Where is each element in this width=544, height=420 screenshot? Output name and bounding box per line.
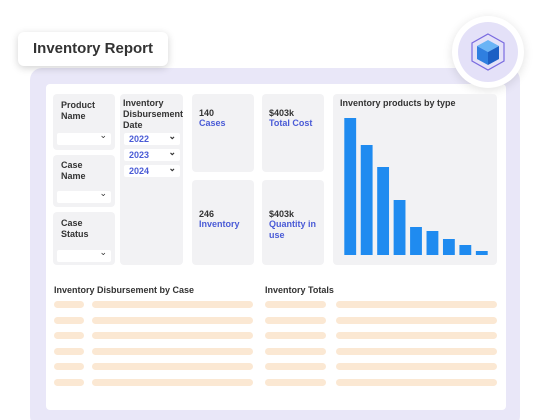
chart-card: Inventory products by type — [333, 94, 497, 265]
cube-icon — [458, 22, 518, 82]
year-option[interactable]: 2023 — [124, 146, 180, 161]
filter-label: Case Name — [61, 160, 86, 181]
placeholder-bar — [54, 301, 84, 308]
placeholder-bar — [265, 363, 326, 371]
kpi-card: $403k Total Cost — [262, 94, 324, 172]
kpi-value: 140 — [199, 108, 215, 118]
kpi-label: Cases — [199, 118, 226, 128]
placeholder-bar — [265, 379, 326, 386]
icon-badge — [452, 16, 524, 88]
placeholder-bar — [265, 332, 326, 340]
filter-label: Product Name — [61, 100, 96, 121]
placeholder-bar — [92, 363, 253, 371]
placeholder-bar — [265, 301, 326, 308]
kpi-label: Inventory — [199, 219, 240, 229]
kpi-value: $403k — [269, 108, 295, 118]
chart-title: Inventory products by type — [340, 98, 456, 108]
placeholder-bar — [54, 363, 84, 371]
kpi-value: 246 — [199, 209, 215, 219]
placeholder-bar — [336, 363, 497, 371]
filter-card: Case Name — [53, 155, 115, 207]
placeholder-bar — [92, 332, 253, 340]
placeholder-bar — [92, 316, 253, 324]
kpi-label: Quantity in use — [269, 219, 316, 240]
filter-card: Case Status — [53, 212, 115, 265]
dropdown[interactable] — [57, 188, 111, 203]
kpi-value: $403k — [269, 209, 295, 219]
placeholder-bar — [92, 301, 253, 308]
filter-label: Inventory Disbursement Date — [123, 98, 184, 130]
year-option[interactable]: 2024 — [124, 162, 180, 177]
placeholder-bar — [265, 316, 326, 324]
filter-card: Product Name — [53, 94, 115, 150]
placeholder-bar — [336, 379, 497, 386]
date-filter: Inventory Disbursement Date 2022 2023 20… — [120, 94, 183, 265]
kpi-card: 246 Inventory — [192, 180, 254, 265]
placeholder-bar — [336, 332, 497, 340]
placeholder-bar — [54, 347, 84, 355]
placeholder-bar — [336, 301, 497, 308]
placeholder-bar — [92, 379, 253, 386]
kpi-label: Total Cost — [269, 118, 313, 128]
section-title: Inventory Totals — [265, 285, 334, 295]
placeholder-bar — [92, 347, 253, 355]
placeholder-bar — [54, 332, 84, 340]
dropdown[interactable] — [57, 247, 111, 262]
dropdown[interactable] — [57, 130, 111, 145]
year-option[interactable]: 2022 — [124, 130, 180, 145]
kpi-card: 140 Cases — [192, 94, 254, 172]
placeholder-bar — [265, 347, 326, 355]
section-title: Inventory Disbursement by Case — [54, 285, 195, 295]
placeholder-bar — [336, 347, 497, 355]
placeholder-bar — [54, 316, 84, 324]
placeholder-bar — [336, 316, 497, 324]
filter-label: Case Status — [61, 218, 89, 239]
placeholder-bar — [54, 379, 84, 386]
kpi-card: $403k Quantity in use — [262, 180, 324, 265]
report-title: Inventory Report — [18, 32, 168, 66]
